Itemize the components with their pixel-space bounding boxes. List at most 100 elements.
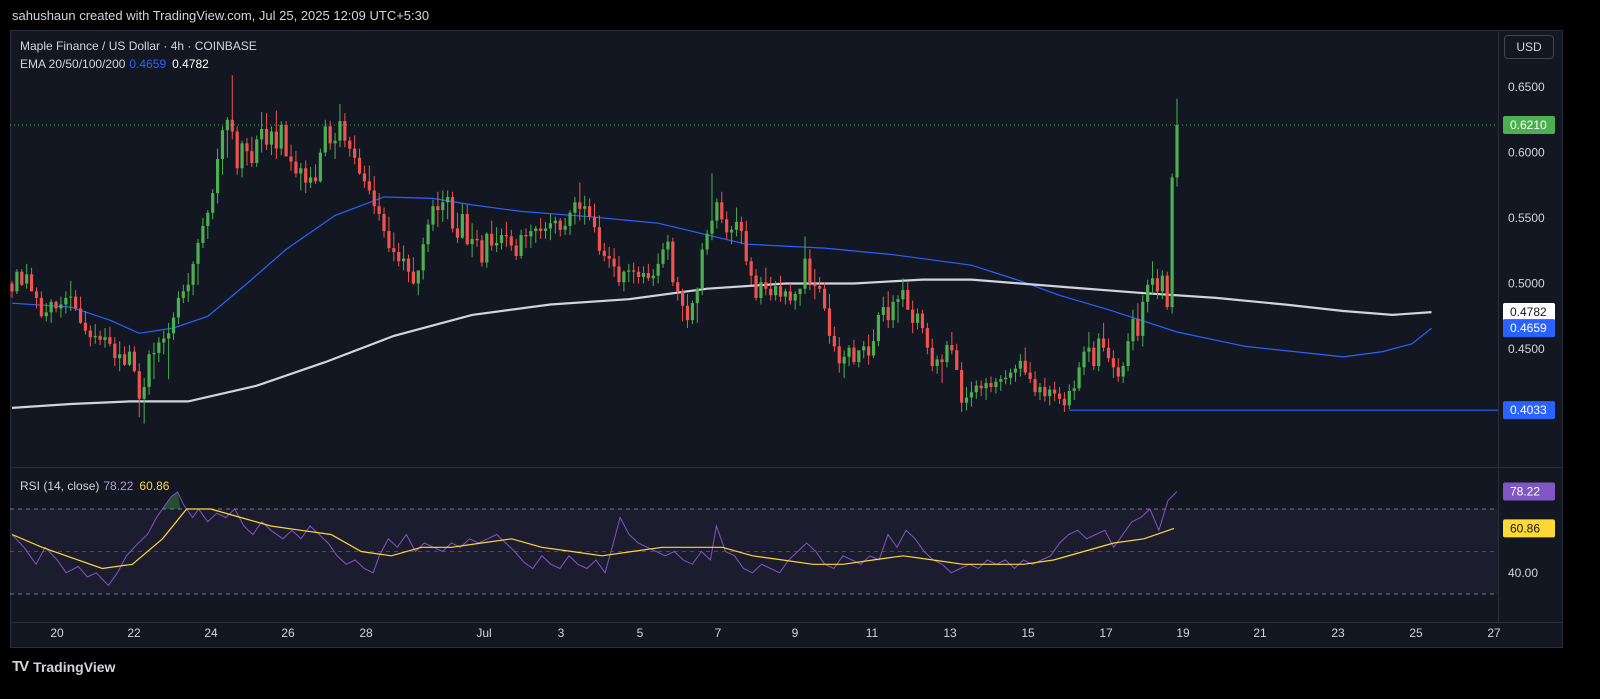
price-tick-label: 0.6500 — [1508, 80, 1545, 94]
candle-body — [1053, 389, 1057, 394]
candle-body — [279, 124, 283, 149]
time-tick-label: 13 — [943, 626, 957, 640]
candle-body — [524, 235, 528, 237]
tradingview-logo[interactable]: TV TradingView — [12, 658, 115, 675]
candle-body — [211, 193, 215, 213]
price-badge-label: 0.4782 — [1510, 305, 1547, 319]
candle-body — [842, 356, 846, 364]
time-tick-label: 27 — [1487, 626, 1501, 640]
candle-body — [994, 381, 998, 387]
candle-body — [509, 236, 513, 246]
candle-body — [191, 263, 195, 285]
candle-body — [284, 124, 288, 157]
candle-body — [563, 225, 567, 230]
candle-body — [215, 159, 220, 194]
ema-legend: EMA 20/50/100/200 0.4659 0.4782 — [20, 57, 209, 71]
candle-body — [891, 301, 895, 321]
candle-body — [39, 297, 43, 317]
candle-body — [818, 286, 822, 289]
candle-body — [1121, 366, 1125, 377]
ema-slow-line — [11, 278, 1432, 409]
price-chart[interactable]: 0.6500 0.6000 0.5500 0.5000 0.4500 0.6210 0.47… — [10, 30, 1563, 648]
candle-body — [465, 214, 469, 245]
candle-body — [583, 206, 587, 209]
candle-body — [950, 345, 954, 351]
candle-body — [1092, 347, 1096, 367]
rsi-value-badge-label: 60.86 — [1510, 521, 1540, 535]
candle-body — [431, 206, 435, 225]
ema-fast-line — [11, 196, 1432, 358]
candle-body — [1126, 341, 1130, 367]
candle-body — [749, 261, 753, 276]
time-tick-label: 15 — [1021, 626, 1035, 640]
candle-body — [230, 119, 234, 132]
candle-body — [357, 157, 362, 174]
candle-body — [441, 202, 445, 211]
candle-body — [901, 290, 905, 300]
chart-container[interactable] — [10, 30, 1563, 648]
candle-body — [715, 202, 719, 221]
candle-body — [1165, 275, 1169, 308]
candle-body — [676, 282, 680, 292]
footer-bar — [0, 650, 1600, 699]
candle-body — [1018, 360, 1022, 369]
ema-value-slow: 0.4782 — [172, 57, 209, 71]
candle-body — [1008, 372, 1013, 378]
candle-body — [1101, 338, 1106, 348]
candle-body — [308, 177, 313, 183]
candle-body — [74, 296, 78, 309]
rsi-legend: RSI (14, close) 78.22 60.86 — [20, 479, 169, 493]
candle-body — [328, 126, 332, 144]
symbol-title: Maple Finance / US Dollar · 4h · COINBAS… — [20, 39, 257, 53]
candle-body — [1116, 367, 1120, 377]
rsi-label: RSI (14, close) — [20, 479, 100, 493]
tradingview-logo-icon: TV — [12, 658, 29, 675]
candle-body — [402, 258, 406, 262]
candle-body — [769, 288, 773, 296]
candle-body — [969, 392, 974, 398]
candle-body — [269, 131, 274, 145]
candle-body — [377, 206, 381, 215]
candle-body — [700, 249, 704, 289]
candle-body — [83, 322, 88, 331]
candle-body — [862, 346, 866, 351]
candle-body — [88, 330, 92, 338]
candle-body — [960, 369, 964, 403]
rsi-tick-label: 40.00 — [1508, 566, 1538, 580]
candle-body — [113, 343, 117, 359]
candle-body — [382, 214, 386, 232]
candle-body — [725, 219, 729, 233]
candle-body — [671, 241, 675, 283]
candle-body — [392, 248, 396, 253]
candle-body — [681, 291, 685, 306]
candle-body — [871, 341, 876, 356]
candle-body — [945, 345, 949, 363]
currency-button[interactable]: USD — [1504, 35, 1554, 59]
candle-body — [206, 212, 210, 226]
candle-body — [1097, 338, 1101, 367]
candle-body — [338, 121, 342, 141]
candle-body — [822, 288, 827, 309]
time-tick-label: 3 — [558, 626, 565, 640]
candle-body — [1175, 124, 1179, 178]
candle-body — [333, 140, 337, 144]
price-badge — [1503, 319, 1555, 338]
candle-body — [201, 225, 205, 243]
candle-body — [436, 206, 440, 211]
price-badge — [1503, 115, 1555, 134]
candle-body — [1013, 368, 1018, 373]
candle-body — [1141, 301, 1145, 336]
attribution-bar: sahushaun created with TradingView.com, … — [0, 0, 1600, 30]
candle-body — [176, 297, 181, 318]
candle-body — [690, 303, 695, 321]
rsi-value-badge — [1503, 519, 1555, 538]
price-tick-label: 0.5500 — [1508, 211, 1545, 225]
candle-body — [54, 301, 58, 309]
candle-body — [485, 233, 489, 263]
candle-body — [935, 359, 939, 367]
candle-body — [607, 255, 611, 259]
candle-body — [1146, 284, 1150, 302]
price-tick-label: 0.4500 — [1508, 342, 1545, 356]
candle-body — [720, 202, 724, 220]
candle-body — [729, 229, 734, 233]
